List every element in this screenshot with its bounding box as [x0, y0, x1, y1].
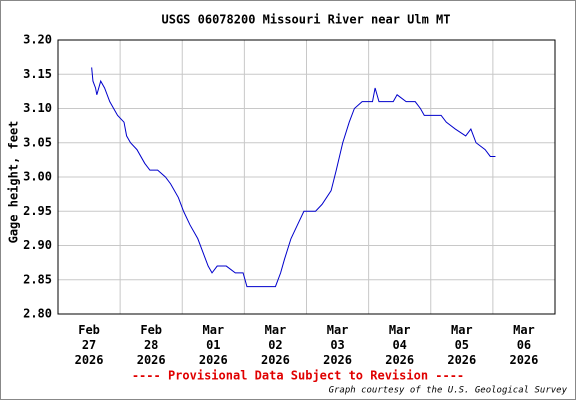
x-tick-label: Mar 04 2026 [385, 323, 414, 367]
x-tick-label: Feb 28 2026 [137, 323, 166, 367]
chart-title: USGS 06078200 Missouri River near Ulm MT [162, 13, 451, 27]
data-line [91, 67, 496, 288]
x-tick-label: Mar 05 2026 [447, 323, 476, 367]
x-tick-label: Mar 03 2026 [323, 323, 352, 367]
x-tick-label: Mar 02 2026 [261, 323, 290, 367]
x-tick-label: Mar 06 2026 [509, 323, 538, 367]
y-tick-label: 3.20 [23, 33, 52, 47]
y-tick-label: 3.10 [23, 101, 52, 115]
y-tick-label: 2.95 [23, 204, 52, 218]
y-axis-label: Gage height, feet [7, 121, 21, 244]
y-tick-label: 2.90 [23, 238, 52, 252]
y-tick-label: 2.80 [23, 307, 52, 321]
plot-border [57, 39, 556, 315]
y-tick-label: 2.85 [23, 272, 52, 286]
y-tick-label: 3.05 [23, 135, 52, 149]
footer: ---- Provisional Data Subject to Revisio… [132, 369, 464, 383]
x-tick-label: Feb 27 2026 [75, 323, 104, 367]
x-tick-label: Mar 01 2026 [199, 323, 228, 367]
credit: Graph courtesy of the U.S. Geological Su… [329, 386, 568, 396]
y-tick-label: 3.15 [23, 67, 52, 81]
y-tick-label: 3.00 [23, 170, 52, 184]
